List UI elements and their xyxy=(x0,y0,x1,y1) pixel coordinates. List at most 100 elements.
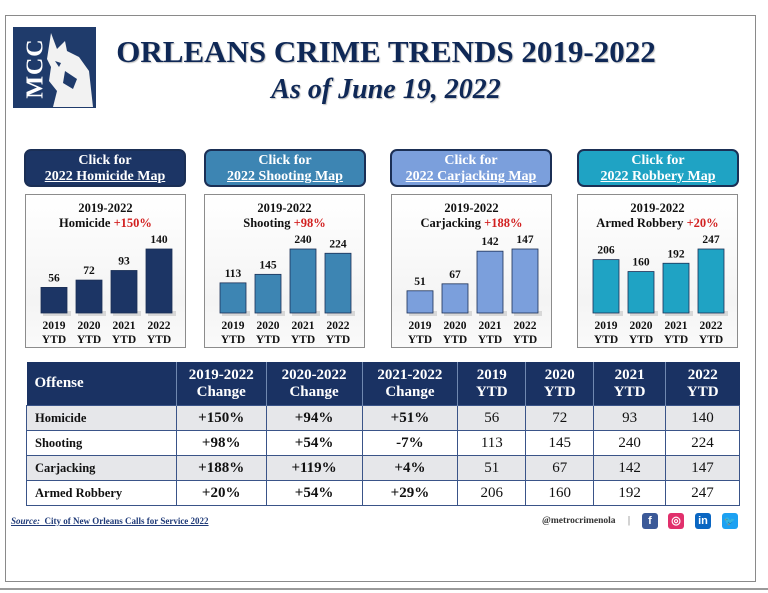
x-tick-label: 2022 xyxy=(514,320,537,332)
carjacking-chart-panel: 2019-2022 Carjacking +188% 51 2019 YTD 67 2020… xyxy=(391,194,552,348)
bar-value-label: 93 xyxy=(118,255,130,267)
ytd-cell: 206 xyxy=(457,480,527,506)
bar-value-label: 240 xyxy=(294,234,312,246)
bar-shadow xyxy=(327,311,355,316)
x-tick-label-suffix: YTD xyxy=(594,334,618,346)
bar-shadow xyxy=(222,311,250,316)
panel-crime: Homicide xyxy=(59,216,111,230)
table-row: Carjacking +188% +119% +4% 51 67 142 147 xyxy=(26,455,740,481)
bar-2020 xyxy=(75,279,103,314)
panel-change: +98% xyxy=(293,216,326,230)
panel-change: +188% xyxy=(484,216,523,230)
panel-crime-line: Carjacking +188% xyxy=(392,216,551,231)
change-cell: +20% xyxy=(175,480,267,506)
ytd-cell: 224 xyxy=(665,430,740,456)
header-line: YTD xyxy=(543,383,576,400)
bar-shadow xyxy=(43,311,71,316)
button-line-2-link[interactable]: 2022 Homicide Map xyxy=(44,169,166,184)
robbery-map-button[interactable]: Click for 2022 Robbery Map xyxy=(577,149,739,187)
bar-2022 xyxy=(697,248,725,314)
x-tick-label: 2021 xyxy=(292,320,315,332)
bar-value-label: 147 xyxy=(516,234,534,246)
ytd-cell: 72 xyxy=(525,405,595,431)
ytd-cell: 140 xyxy=(665,405,740,431)
x-tick-label: 2021 xyxy=(665,320,688,332)
bar-value-label: 67 xyxy=(449,269,461,281)
linkedin-icon[interactable]: in xyxy=(695,513,711,529)
instagram-icon[interactable]: ◎ xyxy=(668,513,684,529)
facebook-icon[interactable]: f xyxy=(642,513,658,529)
change-cell: +29% xyxy=(361,480,459,506)
x-tick-label: 2019 xyxy=(43,320,66,332)
bar-2021 xyxy=(110,270,138,314)
x-tick-label: 2019 xyxy=(595,320,618,332)
x-tick-label-suffix: YTD xyxy=(112,334,136,346)
bar-shadow xyxy=(665,311,693,316)
header-line: Change xyxy=(196,383,246,400)
x-tick-label: 2020 xyxy=(630,320,653,332)
bar-value-label: 206 xyxy=(597,245,615,257)
bar-shadow xyxy=(148,311,176,316)
carjacking-map-button[interactable]: Click for 2022 Carjacking Map xyxy=(390,149,552,187)
bar-shadow xyxy=(113,311,141,316)
offense-cell: Armed Robbery xyxy=(26,480,177,506)
bar-value-label: 192 xyxy=(667,248,685,260)
column-header: 2020 YTD xyxy=(525,362,594,406)
change-cell: +119% xyxy=(265,455,363,481)
twitter-icon[interactable]: 🐦 xyxy=(722,513,738,529)
panel-period: 2019-2022 xyxy=(257,201,312,215)
button-line-2-link[interactable]: 2022 Shooting Map xyxy=(227,169,343,184)
wolf-icon xyxy=(47,33,93,107)
ytd-cell: 113 xyxy=(457,430,527,456)
header-line: Change xyxy=(289,383,339,400)
homicide-map-button[interactable]: Click for 2022 Homicide Map xyxy=(24,149,186,187)
button-line-2-link[interactable]: 2022 Robbery Map xyxy=(600,169,716,184)
panel-change: +150% xyxy=(113,216,152,230)
header-line: Offense xyxy=(34,375,84,391)
panel-change: +20% xyxy=(686,216,719,230)
x-tick-label-suffix: YTD xyxy=(326,334,350,346)
source-label: Source: xyxy=(11,516,40,526)
shooting-chart-panel: 2019-2022 Shooting +98% 113 2019 YTD 145 2020 Y… xyxy=(204,194,365,348)
button-line-1: Click for xyxy=(258,153,312,168)
bar-2022 xyxy=(145,248,173,314)
x-tick-label: 2019 xyxy=(409,320,432,332)
header-line: YTD xyxy=(686,383,719,400)
bar-2020 xyxy=(627,271,655,314)
change-cell: +94% xyxy=(265,405,363,431)
x-tick-label-suffix: YTD xyxy=(443,334,467,346)
offense-cell: Carjacking xyxy=(26,455,177,481)
x-tick-label: 2022 xyxy=(700,320,723,332)
panel-period: 2019-2022 xyxy=(630,201,685,215)
change-cell: +98% xyxy=(175,430,267,456)
header-line: 2021 xyxy=(614,366,645,383)
change-cell: -7% xyxy=(361,430,459,456)
header-line: 2021-2022 xyxy=(377,366,443,383)
header-line: 2019-2022 xyxy=(188,366,254,383)
column-header: 2020-2022 Change xyxy=(265,362,362,406)
bar-value-label: 72 xyxy=(83,265,95,277)
bar-2020 xyxy=(441,283,469,314)
source-link[interactable]: Source: City of New Orleans Calls for Se… xyxy=(11,516,209,526)
header-line: 2019 xyxy=(476,366,507,383)
column-header: 2019 YTD xyxy=(457,362,526,406)
panel-period: 2019-2022 xyxy=(444,201,499,215)
bar-2019 xyxy=(40,287,68,314)
change-cell: +4% xyxy=(361,455,459,481)
x-tick-label: 2019 xyxy=(222,320,245,332)
bar-2019 xyxy=(406,290,434,314)
bar-2021 xyxy=(476,250,504,314)
bar-value-label: 160 xyxy=(632,257,650,269)
ytd-cell: 93 xyxy=(593,405,667,431)
bar-shadow xyxy=(409,311,437,316)
x-tick-label-suffix: YTD xyxy=(699,334,723,346)
header-line: 2020 xyxy=(544,366,575,383)
panel-crime: Armed Robbery xyxy=(596,216,684,230)
x-tick-label: 2020 xyxy=(444,320,467,332)
column-header: Offense xyxy=(26,362,177,406)
button-line-2-link[interactable]: 2022 Carjacking Map xyxy=(405,169,537,184)
shooting-map-button[interactable]: Click for 2022 Shooting Map xyxy=(204,149,366,187)
column-header: 2019-2022 Change xyxy=(175,362,267,406)
ytd-cell: 160 xyxy=(525,480,595,506)
column-header: 2021-2022 Change xyxy=(361,362,458,406)
